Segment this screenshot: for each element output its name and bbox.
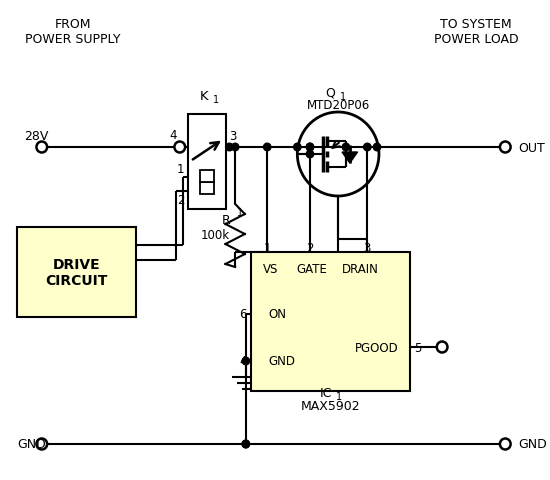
- Text: 6: 6: [239, 308, 247, 321]
- Text: TO SYSTEM: TO SYSTEM: [441, 18, 512, 31]
- Circle shape: [306, 151, 313, 158]
- Text: 4: 4: [239, 355, 247, 368]
- Text: MAX5902: MAX5902: [300, 399, 360, 412]
- Circle shape: [242, 358, 250, 365]
- Bar: [200, 171, 214, 182]
- Circle shape: [306, 144, 313, 152]
- Circle shape: [294, 144, 301, 152]
- Text: GND: GND: [18, 438, 46, 451]
- Text: GATE: GATE: [296, 263, 327, 276]
- Text: ON: ON: [268, 308, 286, 321]
- Text: OUT: OUT: [518, 141, 544, 154]
- Circle shape: [306, 144, 313, 152]
- Text: DRAIN: DRAIN: [342, 263, 379, 276]
- Circle shape: [263, 144, 271, 152]
- Circle shape: [232, 144, 239, 152]
- Text: 100k: 100k: [201, 229, 230, 242]
- Polygon shape: [342, 153, 358, 164]
- Text: 2: 2: [177, 193, 185, 206]
- Text: 1: 1: [336, 391, 342, 401]
- Circle shape: [242, 440, 250, 448]
- Text: 1: 1: [177, 163, 185, 176]
- Text: GND: GND: [518, 438, 547, 451]
- Text: GND: GND: [268, 355, 295, 368]
- Text: K: K: [200, 90, 208, 103]
- Bar: [188, 115, 227, 210]
- Text: PGOOD: PGOOD: [355, 341, 398, 354]
- Text: 1: 1: [340, 92, 346, 102]
- Text: 1: 1: [237, 207, 243, 217]
- Circle shape: [364, 144, 371, 152]
- Text: R: R: [222, 213, 230, 226]
- Text: VS: VS: [262, 263, 278, 276]
- Text: 4: 4: [169, 129, 177, 142]
- Bar: [18, 228, 136, 317]
- Text: 2: 2: [306, 241, 313, 254]
- Text: 3: 3: [229, 130, 236, 143]
- Text: 1: 1: [263, 241, 271, 254]
- Text: 1: 1: [213, 95, 219, 105]
- Bar: [251, 252, 410, 391]
- Circle shape: [373, 144, 381, 152]
- Text: FROM: FROM: [54, 18, 91, 31]
- Text: IC: IC: [320, 386, 332, 399]
- Text: 3: 3: [364, 241, 371, 254]
- Text: 28V: 28V: [24, 130, 48, 143]
- Text: MTD20P06: MTD20P06: [306, 99, 370, 112]
- Text: POWER LOAD: POWER LOAD: [434, 33, 519, 46]
- Text: 5: 5: [414, 341, 421, 354]
- Circle shape: [342, 144, 350, 152]
- Text: POWER SUPPLY: POWER SUPPLY: [25, 33, 120, 46]
- Bar: [200, 182, 214, 194]
- Text: Q: Q: [326, 87, 336, 100]
- Circle shape: [226, 144, 233, 152]
- Text: CIRCUIT: CIRCUIT: [46, 274, 108, 288]
- Circle shape: [242, 440, 250, 448]
- Text: DRIVE: DRIVE: [53, 257, 101, 271]
